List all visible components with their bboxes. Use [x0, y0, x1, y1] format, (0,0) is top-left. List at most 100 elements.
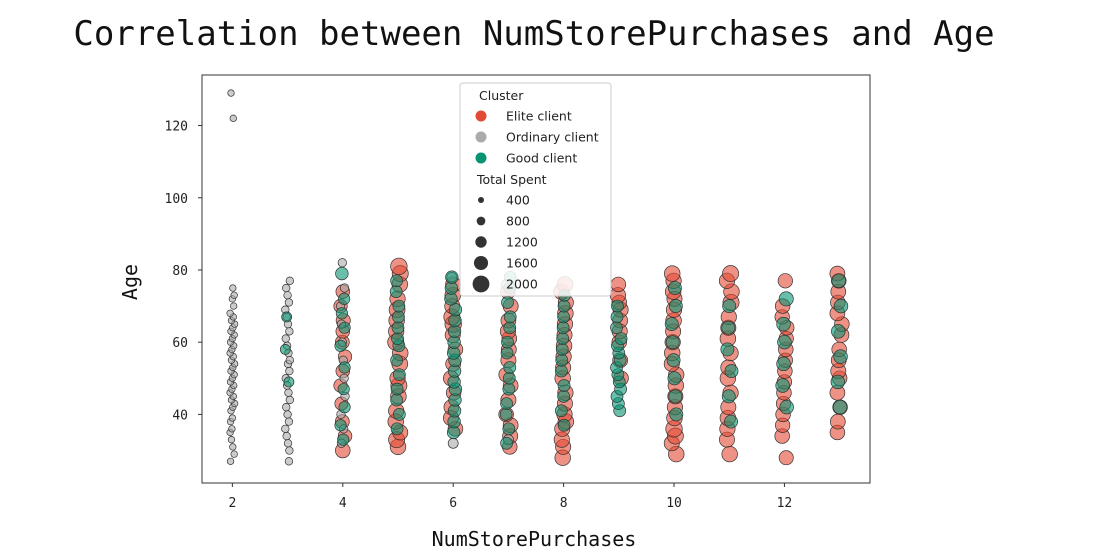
legend-marker-elite-client: [475, 110, 487, 122]
good-client-point: [503, 310, 517, 324]
ordinary-client-point: [226, 457, 235, 465]
good-client-point: [830, 374, 846, 390]
ordinary-client-point: [285, 276, 294, 285]
good-client-point: [779, 399, 794, 415]
good-client-point: [502, 422, 516, 436]
good-client-point: [667, 371, 682, 386]
legend-label-ordinary-client: Ordinary client: [506, 130, 599, 145]
good-client-point: [390, 274, 403, 288]
x-ticks: 2 4 6 8 10 12: [228, 483, 792, 511]
elite-client-point: [721, 445, 738, 463]
good-client-point: [554, 364, 568, 378]
ordinary-client-point: [229, 114, 237, 122]
ordinary-client-point: [284, 298, 294, 307]
y-tick-label: 60: [172, 336, 188, 351]
good-client-point: [338, 292, 351, 305]
good-client-point: [722, 299, 737, 314]
legend-size-marker: [478, 197, 484, 203]
x-tick-label: 6: [449, 496, 457, 511]
good-client-point: [392, 310, 405, 324]
ordinary-client-point: [226, 309, 234, 317]
ordinary-client-point: [282, 431, 291, 441]
elite-client-point: [610, 276, 627, 293]
good-client-point: [279, 344, 291, 355]
good-client-point: [500, 436, 513, 450]
good-client-point: [503, 321, 517, 335]
good-client-point: [556, 321, 570, 335]
good-client-point: [501, 296, 514, 309]
x-tick-label: 10: [666, 496, 682, 511]
ordinary-client-point: [285, 366, 294, 376]
good-client-point: [666, 353, 681, 368]
legend-label-good-client: Good client: [506, 151, 577, 166]
good-client-point: [668, 299, 683, 314]
good-client-point: [335, 266, 349, 281]
legend-label-elite-client: Elite client: [506, 109, 572, 124]
legend-size-label: 400: [506, 193, 530, 208]
legend-marker-ordinary-client: [475, 131, 487, 143]
legend-size-label: 800: [506, 214, 530, 229]
ordinary-client-point: [284, 417, 294, 426]
good-client-point: [724, 414, 738, 429]
ordinary-client-point: [229, 443, 237, 451]
legend-size-title: Total Spent: [476, 172, 547, 187]
legend-size-marker: [473, 255, 489, 271]
legend: Cluster Elite client Ordinary client Good …: [459, 82, 612, 297]
good-client-point: [500, 346, 514, 360]
ordinary-client-point: [447, 437, 459, 449]
good-client-point: [390, 393, 403, 407]
y-axis-label: Age: [118, 264, 142, 300]
good-client-point: [665, 335, 680, 350]
points-layer: [226, 89, 850, 466]
ordinary-client-point: [285, 446, 294, 455]
ordinary-client-point: [339, 373, 349, 383]
good-client-point: [337, 383, 350, 396]
good-client-point: [554, 404, 568, 418]
good-client-point: [664, 317, 679, 332]
ordinary-client-point: [230, 291, 238, 299]
good-client-point: [611, 299, 624, 313]
elite-client-point: [830, 413, 846, 430]
ordinary-client-point: [283, 439, 293, 448]
good-client-point: [338, 401, 351, 414]
legend-size-marker: [475, 236, 487, 248]
ordinary-client-point: [281, 424, 290, 433]
good-client-point: [557, 299, 571, 313]
ordinary-client-point: [228, 414, 237, 422]
good-client-point: [283, 376, 295, 388]
good-client-point: [555, 353, 569, 367]
ordinary-client-point: [337, 258, 347, 268]
good-client-point: [777, 334, 792, 350]
good-client-point: [391, 321, 405, 335]
good-client-point: [667, 281, 682, 295]
ordinary-client-point: [283, 410, 292, 419]
ordinary-client-point: [230, 450, 238, 458]
good-client-point: [390, 382, 404, 396]
ordinary-client-point: [285, 395, 294, 405]
good-client-point: [445, 270, 459, 284]
legend-hue-title: Cluster: [479, 88, 524, 103]
good-client-point: [724, 364, 739, 379]
ordinary-client-point: [281, 334, 290, 343]
x-axis-label: NumStorePurchases: [432, 527, 637, 551]
good-client-point: [775, 378, 790, 393]
good-client-point: [392, 368, 406, 382]
y-tick-label: 120: [165, 120, 188, 135]
good-client-point: [337, 433, 350, 446]
good-client-point: [389, 285, 403, 298]
good-client-point: [610, 321, 623, 335]
ordinary-client-point: [285, 327, 294, 336]
ordinary-client-point: [284, 457, 294, 466]
ordinary-client-point: [285, 356, 294, 365]
good-client-point: [391, 332, 404, 345]
x-tick-label: 4: [339, 496, 347, 511]
legend-size-marker: [476, 216, 486, 226]
ordinary-client-point: [282, 403, 291, 412]
good-client-point: [557, 418, 571, 432]
good-client-point: [668, 389, 683, 404]
x-tick-label: 8: [560, 496, 568, 511]
good-client-point: [392, 299, 406, 313]
good-client-point: [833, 349, 848, 364]
good-client-point: [503, 361, 517, 374]
